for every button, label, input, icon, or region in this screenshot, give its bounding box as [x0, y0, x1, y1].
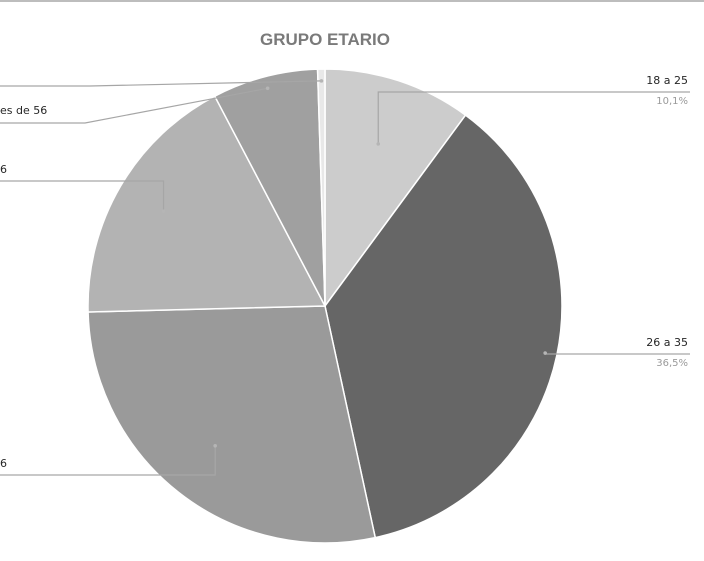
slice-label: 26 a 35 — [646, 336, 688, 349]
pie-slice — [213, 68, 326, 307]
slice-label: es de 56 — [0, 104, 47, 117]
slice-label: 6 — [0, 163, 7, 176]
pie-slices — [87, 68, 563, 544]
leader-dot — [376, 142, 381, 146]
pie-slice — [324, 114, 563, 539]
leader-dot — [265, 86, 270, 91]
leader-dot — [161, 209, 166, 213]
slice-percent: 36,5% — [656, 358, 688, 369]
top-border — [0, 0, 704, 2]
pie-slice — [87, 95, 327, 313]
slice-percent: 10,1% — [656, 96, 688, 107]
leader-line — [0, 180, 165, 212]
chart-title: GRUPO ETARIO — [260, 30, 390, 49]
leader-line — [0, 80, 322, 87]
leader-line — [0, 87, 268, 124]
leader-line — [377, 91, 690, 144]
leader-dot — [543, 351, 547, 355]
leader-dot — [319, 79, 324, 83]
leader-line — [544, 353, 690, 355]
leader-dot — [213, 443, 217, 448]
slice-label: 6 — [0, 457, 7, 470]
pie-labels: 18 a 25 10,1% 26 a 35 36,5% 6 6 es de 56 — [0, 74, 690, 476]
pie-slice — [316, 68, 326, 307]
slice-label: 18 a 25 — [646, 74, 688, 87]
pie-slice — [324, 68, 467, 309]
leader-line — [0, 445, 216, 476]
pie-slice — [87, 305, 377, 544]
